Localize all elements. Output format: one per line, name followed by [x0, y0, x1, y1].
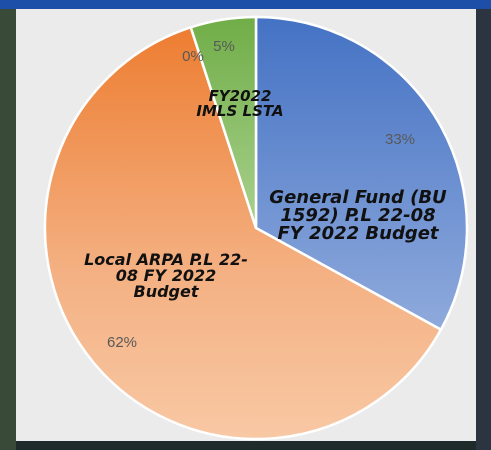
pie-slice: [43, 25, 443, 441]
value-label: 33%: [385, 131, 415, 148]
right-strip: [476, 9, 491, 450]
value-label: 62%: [107, 334, 137, 351]
value-label: 5%: [213, 38, 235, 55]
category-label: FY2022 IMLS LSTA: [196, 87, 284, 120]
top-strip: [0, 0, 491, 9]
value-label: 0%: [182, 48, 204, 65]
pie-slice: [254, 15, 469, 332]
category-label: General Fund (BU 1592) P.L 22-08 FY 2022…: [269, 187, 447, 244]
pie-slice: [189, 15, 258, 229]
left-strip: [0, 9, 16, 450]
category-label: Local ARPA P.L 22-08 FY 2022 Budget: [84, 250, 248, 301]
